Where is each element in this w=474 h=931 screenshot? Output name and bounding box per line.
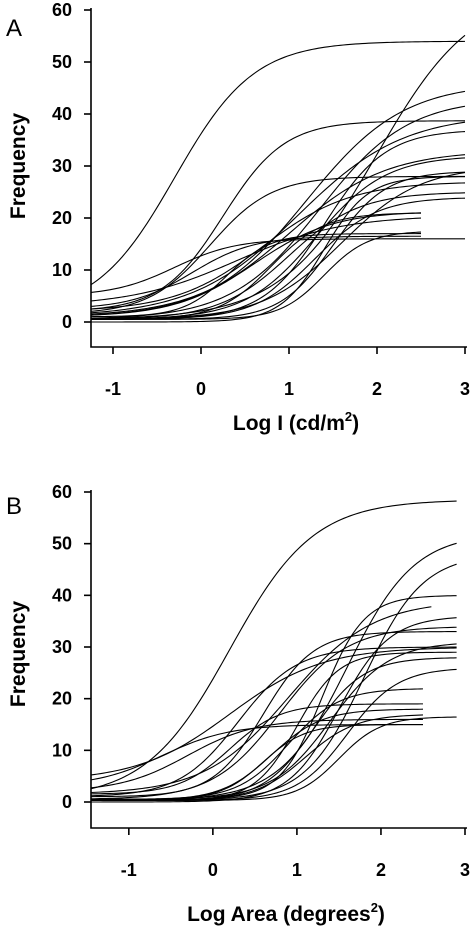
series-line-6 (91, 617, 457, 803)
series-line-6 (90, 121, 466, 314)
series-line-19 (91, 716, 457, 801)
y-tick-label: 0 (62, 792, 72, 812)
x-tick-label: -1 (121, 860, 137, 880)
series-line-18 (90, 212, 422, 320)
x-tick-label: 1 (292, 860, 302, 880)
y-tick-label: 30 (52, 156, 72, 176)
series-line-19 (90, 217, 422, 302)
series-line-1 (90, 40, 466, 286)
panel-a-axes (90, 8, 467, 348)
panel-a-xlabel: Log I (cd/m2) (233, 409, 359, 435)
panel-a-ticks: 0 10 20 30 40 50 60 -1 0 1 2 3 (52, 0, 470, 399)
y-tick-label: 20 (52, 208, 72, 228)
series-line-17 (90, 212, 422, 316)
y-tick-label: 10 (52, 260, 72, 280)
x-tick-label: 2 (376, 860, 386, 880)
panel-b-axes (90, 490, 467, 829)
series-line-8 (90, 631, 457, 798)
panel-a-letter: A (6, 15, 22, 42)
series-line-7 (90, 626, 457, 800)
panel-b-letter: B (6, 493, 22, 520)
series-line-15 (90, 703, 423, 795)
x-tick-label: 0 (196, 379, 206, 399)
panel-b-xlabel-sup: 2 (371, 900, 378, 915)
panel-a: A Frequency Log I (cd/m2) 0102030405060-… (6, 0, 470, 435)
series-line-13 (90, 175, 466, 312)
series-line-21 (90, 235, 422, 307)
x-tick-label: 3 (460, 860, 470, 880)
series-line-22 (90, 647, 457, 776)
y-tick-label: 30 (52, 637, 72, 657)
panel-a-ylabel: Frequency (7, 113, 30, 220)
y-tick-label: 0 (62, 312, 72, 332)
series-line-20 (90, 233, 421, 318)
y-tick-label: 50 (52, 52, 72, 72)
x-tick-label: 0 (208, 860, 218, 880)
y-tick-label: 10 (52, 740, 72, 760)
y-tick-label: 60 (52, 482, 72, 502)
series-line-12 (91, 176, 466, 323)
panel-a-curves (90, 34, 466, 323)
panel-a-xlabel-sup: 2 (345, 409, 352, 424)
series-line-16 (90, 197, 466, 320)
panel-b-xlabel-tail: ) (378, 903, 385, 926)
panel-b-ticks: 0 10 20 30 40 50 60 -1 0 1 2 3 (52, 482, 470, 880)
panel-a-xlabel-tail: ) (352, 412, 359, 435)
series-line-10 (90, 646, 457, 797)
y-tick-label: 20 (52, 689, 72, 709)
y-tick-label: 50 (52, 534, 72, 554)
series-line-14 (91, 688, 423, 800)
y-tick-label: 40 (52, 104, 72, 124)
y-tick-label: 40 (52, 585, 72, 605)
panel-b-xlabel-main: Log Area (degrees (187, 903, 371, 926)
series-line-23 (90, 238, 466, 293)
series-line-14 (90, 182, 466, 310)
series-line-15 (90, 192, 466, 320)
series-line-1 (90, 500, 457, 790)
panel-a-xlabel-main: Log I (cd/m (233, 412, 345, 435)
panel-b: B Frequency Log Area (degrees2) 01020304… (6, 482, 470, 926)
series-line-18 (90, 718, 423, 789)
x-tick-label: 2 (372, 379, 382, 399)
panel-b-xlabel: Log Area (degrees2) (187, 900, 385, 926)
x-tick-label: 1 (284, 379, 294, 399)
x-tick-label: -1 (105, 379, 121, 399)
y-tick-label: 60 (52, 0, 72, 20)
series-line-5 (90, 105, 466, 319)
series-line-11 (91, 171, 466, 320)
series-line-2 (90, 120, 466, 310)
panel-b-curves (90, 500, 457, 803)
series-line-22 (91, 231, 422, 320)
series-line-8 (90, 154, 466, 315)
x-tick-label: 3 (460, 379, 470, 399)
panel-b-ylabel: Frequency (7, 601, 30, 708)
series-line-2 (90, 542, 457, 801)
